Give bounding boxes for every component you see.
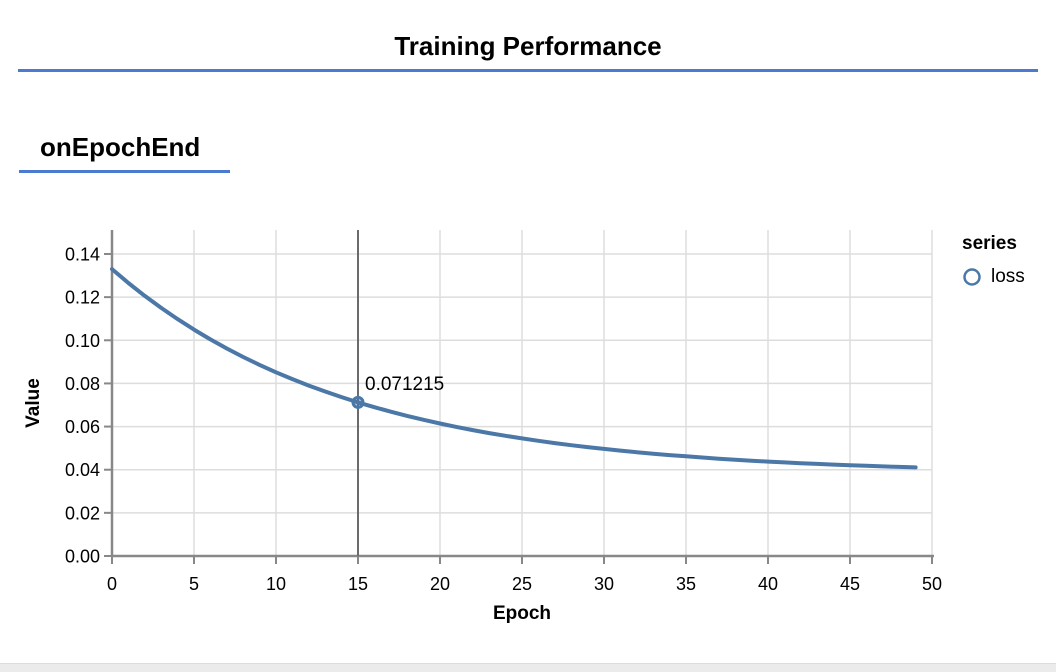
y-tick-label: 0.10 (65, 331, 100, 351)
x-axis-title: Epoch (492, 603, 552, 624)
highlighted-point[interactable] (351, 395, 365, 409)
title-underline (18, 69, 1038, 72)
legend-item-label: loss (991, 266, 1025, 287)
y-tick-label: 0.14 (65, 245, 100, 265)
x-tick-label: 35 (676, 574, 696, 594)
x-tick-label: 15 (348, 574, 368, 594)
page-title: Training Performance (394, 31, 662, 61)
y-tick-label: 0.02 (65, 503, 100, 523)
x-tick-label: 40 (758, 574, 778, 594)
x-tick-label: 45 (840, 574, 860, 594)
y-tick-label: 0.12 (65, 288, 100, 308)
loss-curve (110, 267, 918, 470)
y-axis-title: Value (23, 378, 44, 428)
y-tick-label: 0.00 (65, 547, 100, 567)
footer-strip (0, 663, 1056, 672)
section-title: onEpochEnd (40, 132, 201, 162)
legend-title: series (962, 233, 1017, 254)
legend: series loss (962, 233, 1025, 288)
x-tick-label: 30 (594, 574, 614, 594)
y-tick-label: 0.08 (65, 374, 100, 394)
y-tick-label: 0.06 (65, 417, 100, 437)
loss-series-marker-icon (963, 268, 981, 286)
section-underline (19, 170, 230, 173)
y-tick-label: 0.04 (65, 460, 100, 480)
x-tick-label: 0 (107, 574, 117, 594)
datapoint-value-label: 0.071215 (365, 374, 445, 395)
legend-item-loss: loss (962, 266, 1025, 288)
x-tick-label: 25 (512, 574, 532, 594)
x-tick-label: 20 (430, 574, 450, 594)
x-tick-label: 5 (189, 574, 199, 594)
x-tick-label: 10 (266, 574, 286, 594)
x-tick-label: 50 (922, 574, 942, 594)
